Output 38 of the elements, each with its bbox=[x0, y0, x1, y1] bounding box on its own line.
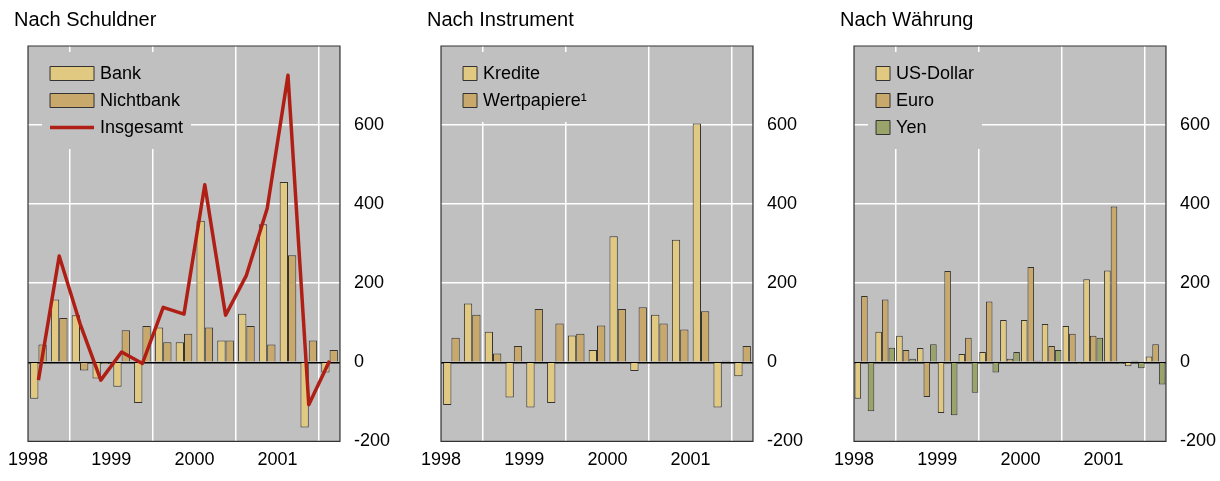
chart-title: Nach Instrument bbox=[427, 7, 575, 30]
y-tick-label: 0 bbox=[353, 351, 364, 372]
x-tick-label: 2000 bbox=[587, 449, 628, 470]
y-tick-label: 400 bbox=[353, 193, 385, 214]
legend-label: Kredite bbox=[483, 63, 541, 84]
y-tick-label: 600 bbox=[1179, 114, 1211, 135]
y-tick-label: 0 bbox=[766, 351, 777, 372]
x-tick-label: 2000 bbox=[174, 449, 215, 470]
y-tick-label: 200 bbox=[766, 272, 798, 293]
y-tick-label: 400 bbox=[766, 193, 798, 214]
y-tick-label: 200 bbox=[1179, 272, 1211, 293]
y-tick-label: 600 bbox=[766, 114, 798, 135]
y-tick-label: -200 bbox=[1179, 430, 1216, 451]
legend-label: Bank bbox=[100, 63, 143, 84]
x-tick-label: 1998 bbox=[834, 449, 875, 470]
legend-label: Yen bbox=[896, 117, 927, 138]
chart-title: Nach Schuldner bbox=[14, 7, 157, 30]
x-tick-label: 2001 bbox=[257, 449, 298, 470]
chart-title: Nach Währung bbox=[840, 7, 974, 30]
x-tick-label: 1999 bbox=[504, 449, 545, 470]
y-tick-label: -200 bbox=[353, 430, 390, 451]
y-tick-label: 400 bbox=[1179, 193, 1211, 214]
x-tick-label: 1998 bbox=[8, 449, 49, 470]
legend-label: Nichtbank bbox=[100, 90, 182, 111]
x-tick-label: 1999 bbox=[917, 449, 958, 470]
x-tick-label: 1999 bbox=[91, 449, 132, 470]
x-tick-label: 2001 bbox=[670, 449, 711, 470]
x-tick-label: 2001 bbox=[1083, 449, 1124, 470]
legend-label: US-Dollar bbox=[896, 63, 975, 84]
legend-label: Wertpapiere¹ bbox=[483, 90, 587, 111]
legend-label: Insgesamt bbox=[100, 117, 184, 138]
y-tick-label: 600 bbox=[353, 114, 385, 135]
x-tick-label: 2000 bbox=[1000, 449, 1041, 470]
y-tick-label: 200 bbox=[353, 272, 385, 293]
y-tick-label: 0 bbox=[1179, 351, 1190, 372]
y-tick-label: -200 bbox=[766, 430, 803, 451]
legend-label: Euro bbox=[896, 90, 935, 111]
x-tick-label: 1998 bbox=[421, 449, 462, 470]
